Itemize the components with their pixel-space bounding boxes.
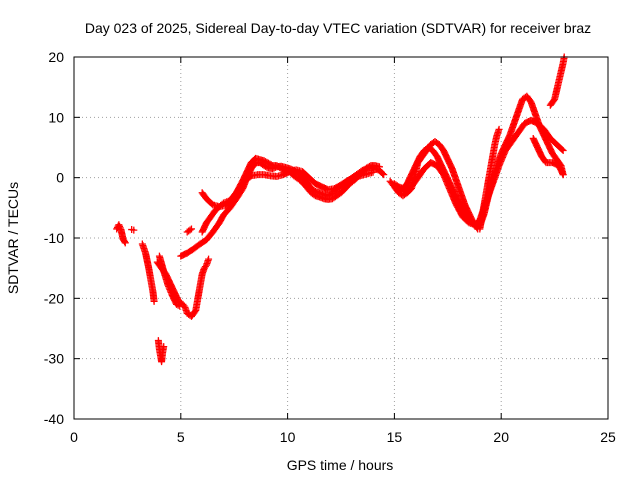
- x-tick-label: 25: [600, 429, 616, 445]
- data-point: [187, 225, 195, 233]
- x-tick-label: 0: [70, 429, 78, 445]
- data-point: [495, 125, 503, 133]
- y-tick-label: -40: [44, 411, 64, 427]
- data-markers: [113, 53, 568, 366]
- data-point: [369, 168, 377, 176]
- data-point: [121, 239, 129, 247]
- y-tick-label: 20: [48, 49, 64, 65]
- data-point: [160, 343, 168, 351]
- data-point: [559, 171, 567, 179]
- data-point: [205, 255, 213, 263]
- grid: [74, 57, 608, 419]
- data-point: [379, 170, 387, 178]
- data-point: [121, 238, 129, 246]
- y-tick-label: 10: [48, 109, 64, 125]
- chart-title: Day 023 of 2025, Sidereal Day-to-day VTE…: [85, 20, 591, 36]
- y-tick-label: -20: [44, 290, 64, 306]
- data-point: [559, 147, 567, 155]
- data-point: [116, 222, 124, 230]
- data-point: [115, 221, 123, 229]
- data-point: [116, 224, 124, 232]
- x-tick-label: 10: [280, 429, 296, 445]
- data-point: [186, 226, 194, 234]
- x-tick-label: 5: [177, 429, 185, 445]
- y-tick-label: -30: [44, 351, 64, 367]
- data-point: [375, 163, 383, 171]
- y-axis-label: SDTVAR / TECUs: [5, 182, 21, 294]
- x-tick-label: 20: [493, 429, 509, 445]
- y-tick-label: 0: [56, 170, 64, 186]
- y-tick-label: -10: [44, 230, 64, 246]
- x-tick-label: 15: [387, 429, 403, 445]
- data-point: [130, 226, 138, 234]
- data-point: [380, 171, 388, 179]
- data-point: [150, 297, 158, 305]
- data-point: [558, 146, 566, 154]
- axis-ticks: 0 5 10 15 20 25 -40 -30 -20 -10 0 10 20: [44, 49, 616, 445]
- data-point: [180, 302, 188, 310]
- data-point: [201, 263, 209, 271]
- x-axis-label: GPS time / hours: [287, 457, 394, 473]
